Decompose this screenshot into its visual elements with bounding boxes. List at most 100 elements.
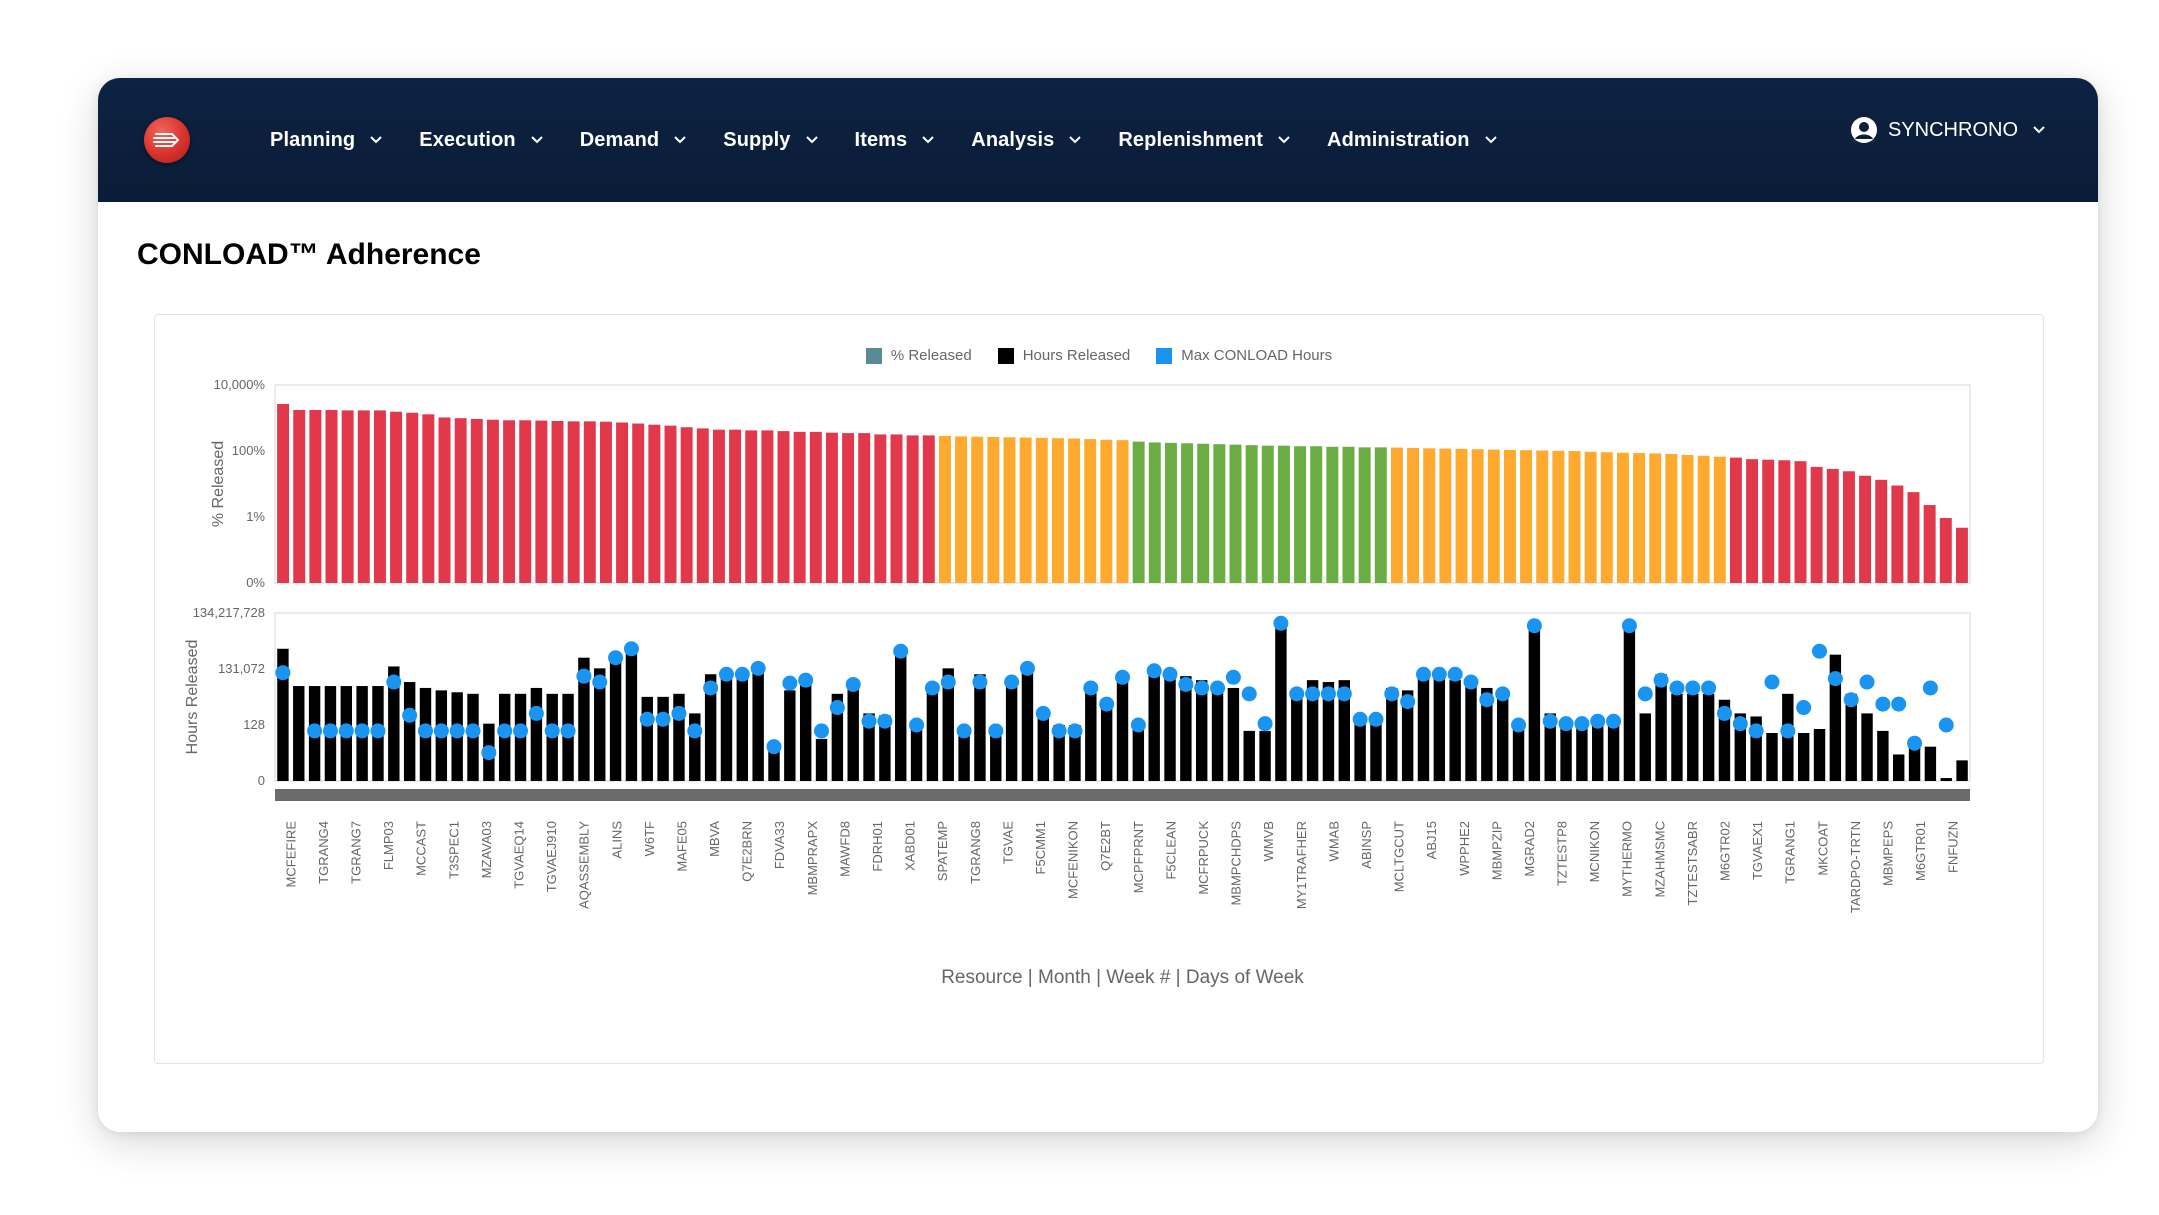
max-conload-point [1225,669,1241,685]
hours-released-bar [1877,730,1889,781]
max-conload-point [1542,713,1558,729]
legend-max-conload[interactable]: Max CONLOAD Hours [1156,347,1332,364]
max-conload-point [1035,705,1051,721]
max-conload-point [354,723,370,739]
pct-released-bar [1939,517,1952,583]
hours-released-bar [736,674,749,781]
nav-administration[interactable]: Administration [1327,129,1498,152]
pct-released-bar [1181,443,1194,583]
synchrono-logo[interactable] [144,117,190,163]
legend-hours-released[interactable]: Hours Released [997,347,1131,364]
max-conload-point [639,711,655,727]
legend-label: Hours Released [1022,347,1131,364]
x-axis-label: F5CLEAN [1163,821,1178,880]
max-conload-point [1606,713,1622,729]
hours-released-bar [1576,719,1588,781]
max-conload-point [1146,663,1162,679]
chevron-down-icon [370,136,382,144]
nav-label: Replenishment [1118,128,1264,151]
max-conload-point [671,705,687,721]
pct-released-bar [890,434,903,583]
hours-released-bar [1718,699,1731,781]
top-y-tick-label: 100% [232,443,266,458]
pct-released-bar [1035,437,1048,583]
hours-released-bar [1085,687,1097,781]
pct-released-bar [1923,505,1936,583]
pct-released-bar [503,420,516,583]
pct-released-bar [1213,444,1226,583]
hours-released-bar [1148,670,1160,781]
legend-swatch [865,347,882,364]
chart-scrollbar[interactable] [275,789,1970,801]
hours-released-bar [1100,704,1113,781]
x-axis-label: MYTHERMO [1620,821,1635,897]
hours-released-bar [1512,725,1525,781]
pct-released-bar [1616,452,1629,583]
max-conload-point [1415,666,1431,682]
pct-released-bar [1875,479,1888,583]
hours-released-bar [1132,725,1145,781]
hours-released-bar [974,674,986,781]
max-conload-point [1019,660,1035,676]
hours-released-bar [1813,729,1826,781]
hours-released-bar [720,674,733,781]
max-conload-point [560,723,576,739]
hours-released-bar [1956,760,1968,781]
pct-released-bar [535,420,548,583]
x-axis-label: TGRANG8 [968,821,983,884]
pct-released-bar [1600,452,1613,583]
hours-released-bar [1037,713,1049,781]
hours-released-bar [863,713,875,781]
pct-released-bar [1245,445,1258,583]
nav-execution[interactable]: Execution [419,129,543,152]
x-axis-label: TZTESTSABR [1685,821,1700,906]
max-conload-point [1922,680,1938,696]
pct-released-bar [1649,453,1662,583]
pct-released-bar [793,431,806,583]
hours-released-bar [1116,677,1129,781]
nav-label: Planning [270,128,356,151]
hours-released-bar [1496,693,1509,781]
nav-planning[interactable]: Planning [270,129,383,152]
x-axis-label: MKCOAT [1815,821,1830,876]
x-axis-label: W6TF [642,821,657,856]
nav-replenishment[interactable]: Replenishment [1118,129,1291,152]
user-menu[interactable]: SYNCHRONO [1850,116,2046,144]
main-menu: Planning Execution Demand Supply Items A… [270,78,1534,202]
x-axis-label: TGRANG4 [316,821,331,884]
pct-released-bar [1390,447,1403,583]
pct-released-bar [390,411,403,583]
pct-released-bar [1891,485,1904,583]
hours-released-bar [815,738,828,781]
legend-pct-released[interactable]: % Released [865,347,972,364]
x-axis-label: MAWFD8 [837,821,852,877]
hours-released-bar [1797,732,1810,781]
chart-card: % Released Hours Released Max CONLOAD Ho… [154,314,2044,1064]
pct-released-bar [1665,453,1678,583]
hours-released-bar [784,690,796,781]
nav-supply[interactable]: Supply [723,129,818,152]
max-conload-point [1716,705,1732,721]
pct-released-bar [357,410,370,583]
hours-released-bar [1592,725,1604,781]
max-conload-point [1558,716,1574,732]
max-conload-point [1511,717,1527,733]
nav-label: Supply [723,128,791,151]
x-axis-label: WPPHE2 [1457,821,1472,876]
max-conload-point [1764,674,1780,690]
chevron-down-icon [674,136,686,144]
pct-released-bar [1294,446,1307,583]
pct-released-bar [599,421,612,583]
hours-released-bar [1528,625,1541,781]
hours-released-bar [1180,676,1192,781]
max-conload-point [1083,680,1099,696]
max-conload-point [1352,711,1368,727]
pct-released-bar [971,436,984,583]
pct-released-bar [648,424,661,583]
max-conload-point [1669,680,1685,696]
top-navigation-bar: Planning Execution Demand Supply Items A… [98,78,2098,202]
hours-released-bar [1481,687,1493,781]
nav-analysis[interactable]: Analysis [971,129,1082,152]
nav-demand[interactable]: Demand [580,129,688,152]
nav-items[interactable]: Items [855,129,936,152]
